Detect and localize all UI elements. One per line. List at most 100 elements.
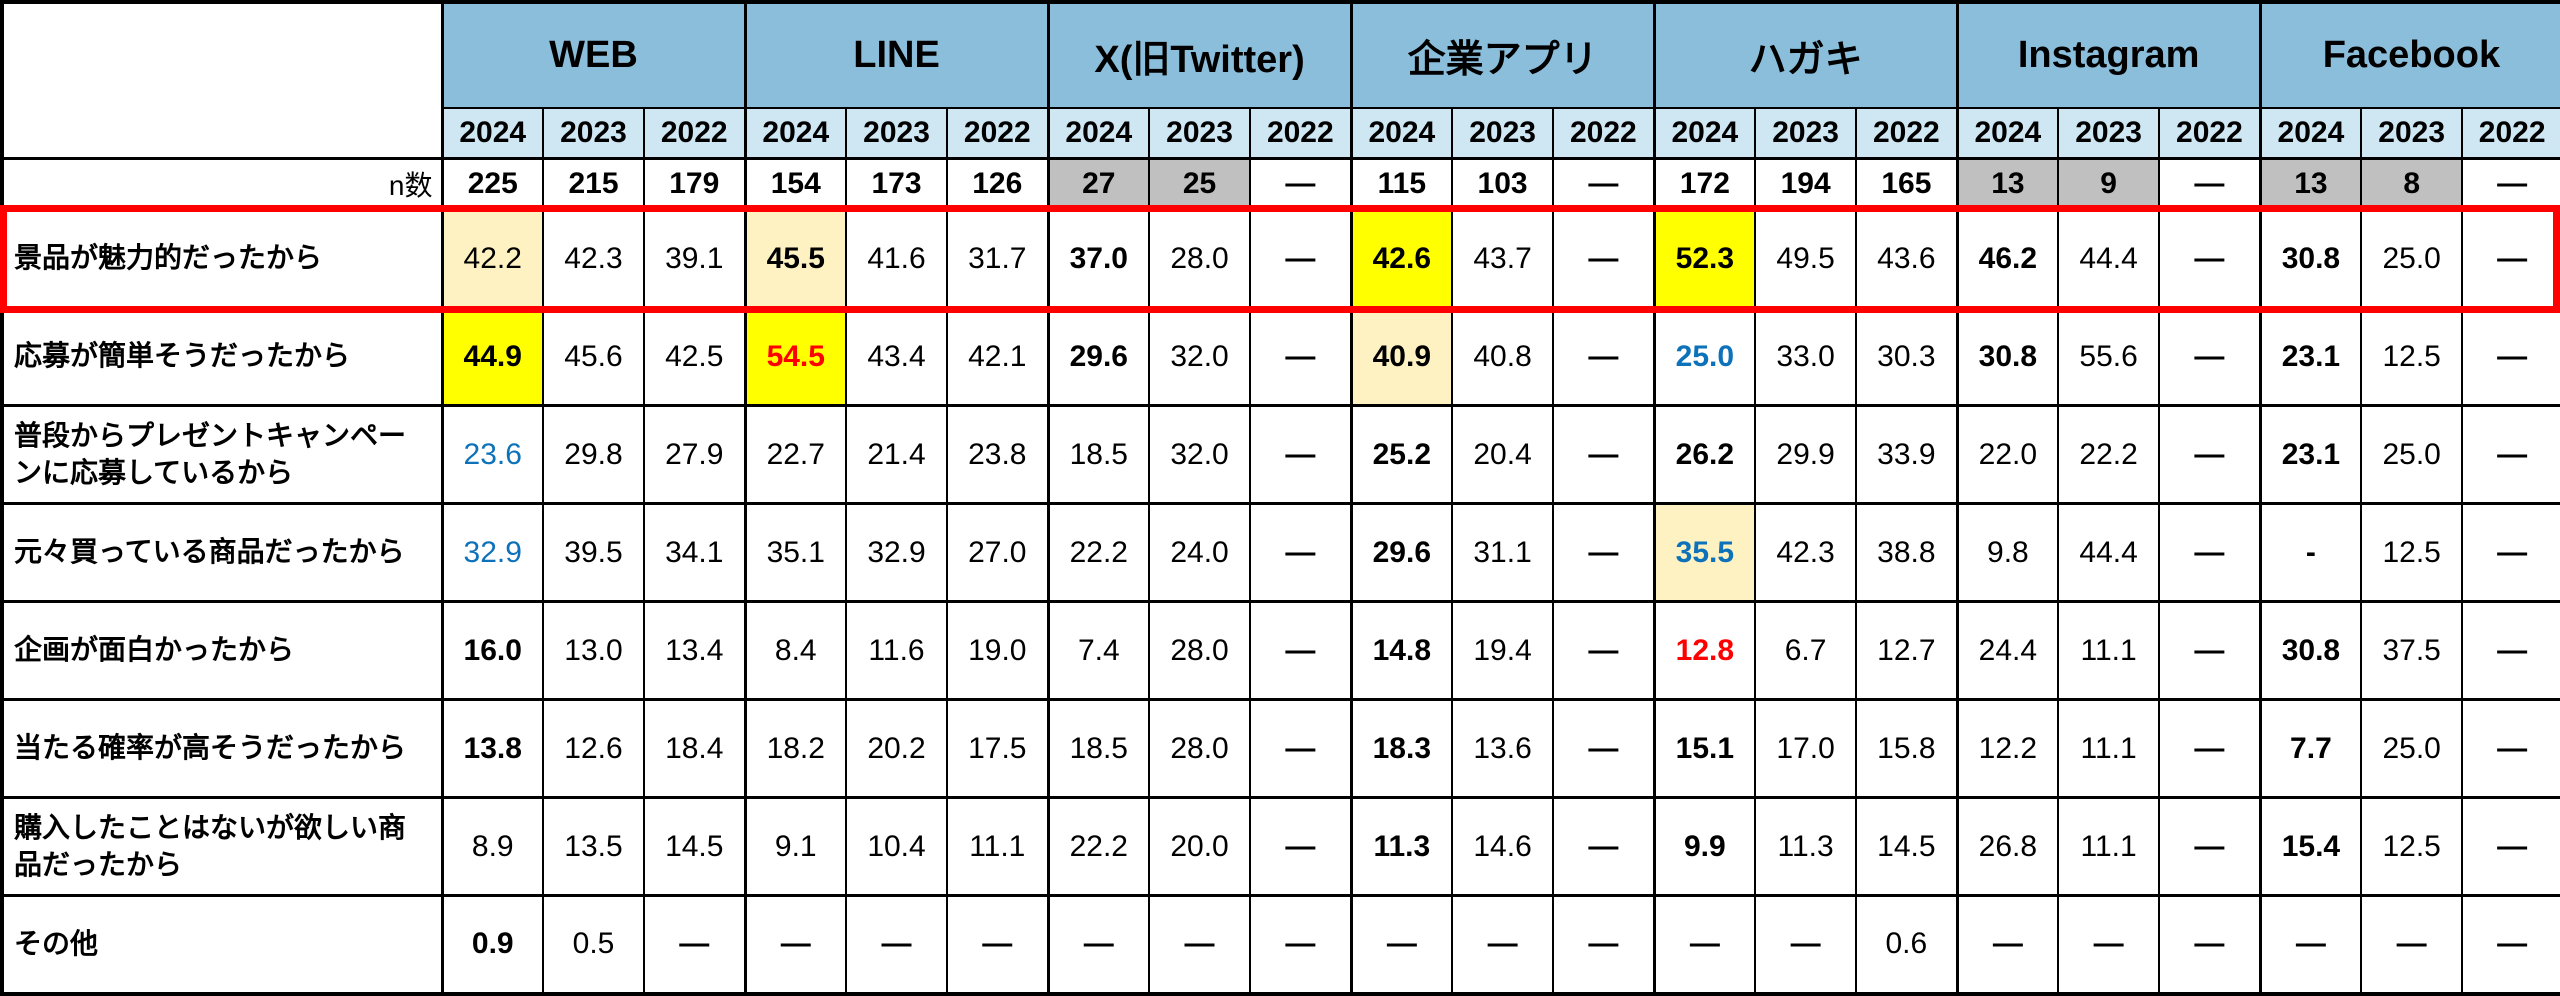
data-cell-r3-c1: 39.5	[542, 502, 645, 603]
year-header-13: 2023	[1754, 107, 1858, 160]
data-cell-r1-c0: 44.9	[440, 306, 544, 407]
data-cell-r3-c4: 32.9	[845, 502, 949, 603]
data-cell-r3-c16: 44.4	[2057, 502, 2161, 603]
data-cell-r5-c1: 12.6	[542, 698, 645, 799]
year-header-7: 2023	[1148, 107, 1252, 160]
data-cell-r6-c15: 26.8	[1955, 796, 2060, 897]
data-cell-r3-c20: —	[2461, 502, 2560, 603]
data-cell-r6-c9: 11.3	[1349, 796, 1454, 897]
platform-header-2: X(旧Twitter)	[1046, 1, 1353, 109]
data-cell-r5-c5: 17.5	[946, 698, 1050, 799]
data-cell-r6-c17: —	[2158, 796, 2262, 897]
data-cell-r2-c4: 21.4	[845, 404, 949, 505]
data-cell-r6-c6: 22.2	[1046, 796, 1151, 897]
data-cell-r1-c17: —	[2158, 306, 2262, 407]
data-cell-r0-c7: 28.0	[1148, 208, 1252, 309]
n-cell-6: 27	[1046, 157, 1151, 211]
data-cell-r2-c13: 29.9	[1754, 404, 1858, 505]
data-cell-r6-c19: 12.5	[2360, 796, 2464, 897]
data-cell-r5-c8: —	[1249, 698, 1353, 799]
data-cell-r5-c9: 18.3	[1349, 698, 1454, 799]
data-cell-r1-c6: 29.6	[1046, 306, 1151, 407]
data-cell-r2-c8: —	[1249, 404, 1353, 505]
n-cell-12: 172	[1652, 157, 1757, 211]
n-row-label: n数	[1, 157, 444, 211]
data-cell-r1-c1: 45.6	[542, 306, 645, 407]
data-cell-r7-c16: —	[2057, 894, 2161, 995]
data-cell-r7-c0: 0.9	[440, 894, 544, 995]
data-cell-r4-c4: 11.6	[845, 600, 949, 701]
data-cell-r6-c16: 11.1	[2057, 796, 2161, 897]
data-cell-r1-c12: 25.0	[1652, 306, 1757, 407]
data-cell-r4-c18: 30.8	[2258, 600, 2363, 701]
row-label-1: 応募が簡単そうだったから	[1, 306, 444, 407]
data-cell-r6-c13: 11.3	[1754, 796, 1858, 897]
data-cell-r5-c11: —	[1552, 698, 1656, 799]
data-cell-r5-c4: 20.2	[845, 698, 949, 799]
data-cell-r4-c20: —	[2461, 600, 2560, 701]
data-cell-r4-c0: 16.0	[440, 600, 544, 701]
data-cell-r6-c12: 9.9	[1652, 796, 1757, 897]
n-cell-4: 173	[845, 157, 949, 211]
data-cell-r5-c6: 18.5	[1046, 698, 1151, 799]
data-cell-r6-c10: 14.6	[1451, 796, 1555, 897]
data-cell-r3-c19: 12.5	[2360, 502, 2464, 603]
data-cell-r2-c16: 22.2	[2057, 404, 2161, 505]
year-header-10: 2023	[1451, 107, 1555, 160]
data-cell-r2-c2: 27.9	[642, 404, 747, 505]
row-label-0: 景品が魅力的だったから	[1, 208, 444, 309]
platform-header-3: 企業アプリ	[1349, 1, 1656, 109]
data-cell-r0-c4: 41.6	[845, 208, 949, 309]
data-cell-r4-c14: 12.7	[1855, 600, 1959, 701]
data-cell-r7-c1: 0.5	[542, 894, 645, 995]
data-cell-r4-c7: 28.0	[1148, 600, 1252, 701]
n-cell-16: 9	[2057, 157, 2161, 211]
data-cell-r0-c15: 46.2	[1955, 208, 2060, 309]
n-cell-0: 225	[440, 157, 544, 211]
data-cell-r1-c14: 30.3	[1855, 306, 1959, 407]
data-cell-r5-c20: —	[2461, 698, 2560, 799]
data-cell-r7-c20: —	[2461, 894, 2560, 995]
platform-header-6: Facebook	[2258, 1, 2560, 109]
table-row: 元々買っている商品だったから 32.9 39.5 34.1 35.1 32.9 27.0 22…	[1, 502, 2560, 603]
platform-header-4: ハガキ	[1652, 1, 1959, 109]
n-cell-17: —	[2158, 157, 2262, 211]
data-cell-r3-c9: 29.6	[1349, 502, 1454, 603]
n-cell-7: 25	[1148, 157, 1252, 211]
data-cell-r3-c10: 31.1	[1451, 502, 1555, 603]
data-cell-r2-c1: 29.8	[542, 404, 645, 505]
data-cell-r2-c15: 22.0	[1955, 404, 2060, 505]
data-cell-r4-c11: —	[1552, 600, 1656, 701]
data-cell-r4-c5: 19.0	[946, 600, 1050, 701]
n-cell-5: 126	[946, 157, 1050, 211]
data-cell-r4-c6: 7.4	[1046, 600, 1151, 701]
data-cell-r4-c10: 19.4	[1451, 600, 1555, 701]
year-header-row: 2024 2023 2022 2024 2023 2022 2024 2023 2022 2024…	[2, 107, 2560, 160]
data-cell-r6-c5: 11.1	[946, 796, 1050, 897]
data-cell-r6-c11: —	[1552, 796, 1656, 897]
data-cell-r7-c9: —	[1349, 894, 1454, 995]
data-cell-r7-c4: —	[845, 894, 949, 995]
table-row: その他 0.9 0.5— — — — — — — — — — — —0.6— — — — — —	[1, 894, 2560, 995]
group-header-row: WEB LINE X(旧Twitter) 企業アプリ ハガキ Instagram Faceb…	[1, 1, 2560, 160]
data-cell-r3-c7: 24.0	[1148, 502, 1252, 603]
table-row: 購入したことはないが欲しい商品だったから 8.9 13.5 14.5 9.1 10.4 11…	[1, 796, 2560, 897]
year-header-11: 2022	[1552, 107, 1656, 160]
data-cell-r4-c8: —	[1249, 600, 1353, 701]
data-cell-r3-c11: —	[1552, 502, 1656, 603]
data-cell-r0-c2: 39.1	[642, 208, 747, 309]
data-cell-r2-c14: 33.9	[1855, 404, 1959, 505]
data-cell-r6-c14: 14.5	[1855, 796, 1959, 897]
data-cell-r2-c3: 22.7	[743, 404, 848, 505]
data-cell-r0-c16: 44.4	[2057, 208, 2161, 309]
data-cell-r3-c6: 22.2	[1046, 502, 1151, 603]
row-label-5: 当たる確率が高そうだったから	[1, 698, 444, 799]
data-cell-r7-c12: —	[1652, 894, 1757, 995]
data-cell-r1-c10: 40.8	[1451, 306, 1555, 407]
row-label-2: 普段からプレゼントキャンペーンに応募しているから	[1, 404, 444, 505]
data-cell-r7-c15: —	[1955, 894, 2060, 995]
data-cell-r4-c13: 6.7	[1754, 600, 1858, 701]
data-cell-r7-c8: —	[1249, 894, 1353, 995]
n-cell-9: 115	[1349, 157, 1454, 211]
data-cell-r6-c1: 13.5	[542, 796, 645, 897]
